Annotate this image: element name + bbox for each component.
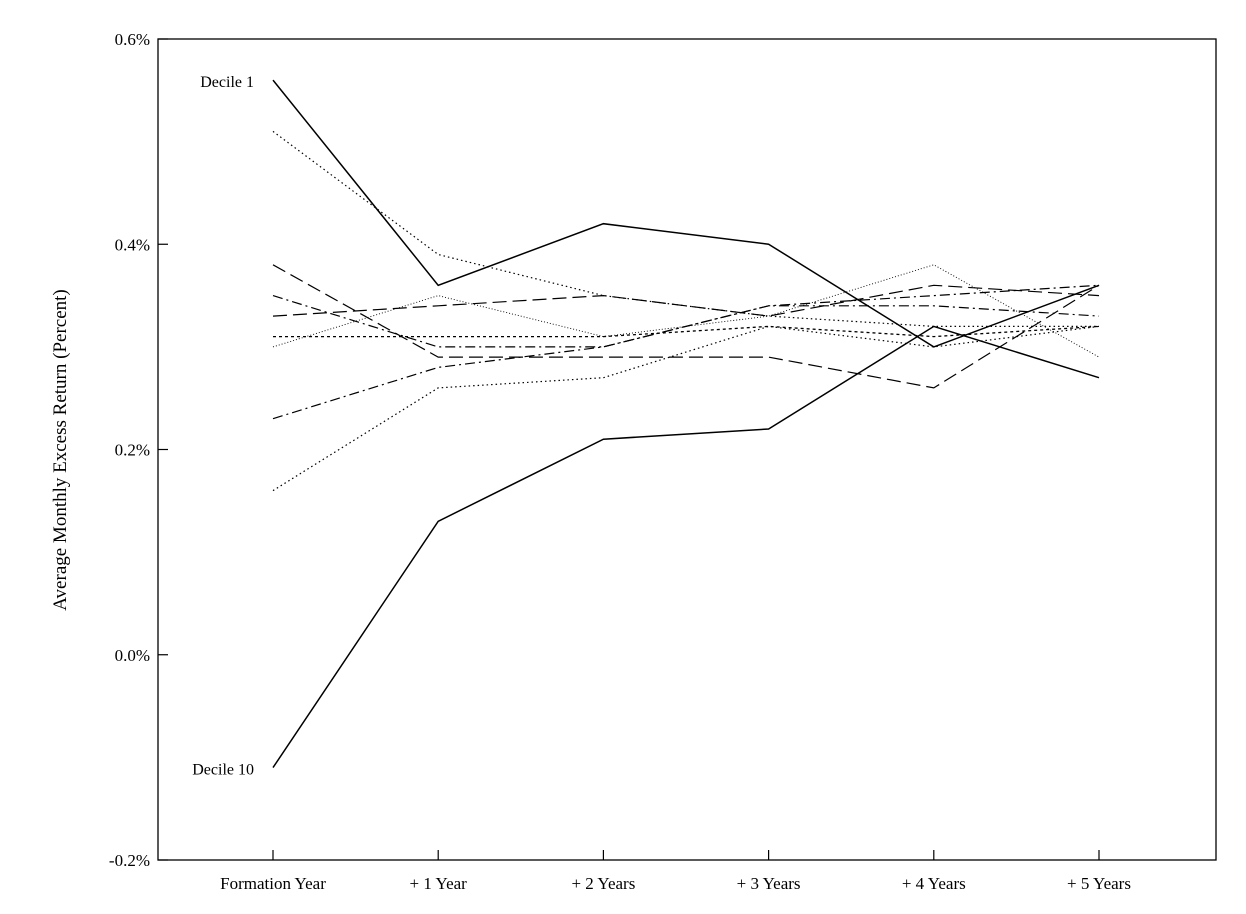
plot-frame xyxy=(157,38,1217,861)
labels: Average Monthly Excess Return (Percent) … xyxy=(50,74,254,779)
series-line-5 xyxy=(272,284,1100,317)
x-tick-label: + 3 Years xyxy=(737,874,801,893)
series-group xyxy=(272,79,1100,769)
y-axis-label: Average Monthly Excess Return (Percent) xyxy=(50,289,71,611)
x-tick-label: Formation Year xyxy=(220,874,326,893)
y-tick-label: -0.2% xyxy=(109,851,150,870)
y-tick-label: 0.4% xyxy=(115,235,150,254)
annotation-label: Decile 1 xyxy=(200,74,254,91)
series-line-4 xyxy=(272,284,1100,348)
axes: -0.2% 0.0% 0.2% 0.4% 0.6% Formation Year + 1 Y… xyxy=(109,30,1217,893)
x-tick-label: + 2 Years xyxy=(571,874,635,893)
y-tick-label: 0.2% xyxy=(115,441,150,460)
series-line-9 xyxy=(272,325,1100,492)
x-tick-label: + 5 Years xyxy=(1067,874,1131,893)
y-tick-label: 0.0% xyxy=(115,646,150,665)
x-tick-label: + 4 Years xyxy=(902,874,966,893)
y-tick-label: 0.6% xyxy=(115,30,150,49)
series-line-2 xyxy=(272,130,1099,327)
series-line-1 xyxy=(272,79,1100,348)
series-line-3 xyxy=(272,264,1100,389)
series-line-8 xyxy=(272,305,1100,420)
series-line-10 xyxy=(272,325,1100,769)
series-line-7 xyxy=(272,264,1100,358)
x-tick-label: + 1 Year xyxy=(410,874,468,893)
annotation-label: Decile 10 xyxy=(192,762,254,779)
